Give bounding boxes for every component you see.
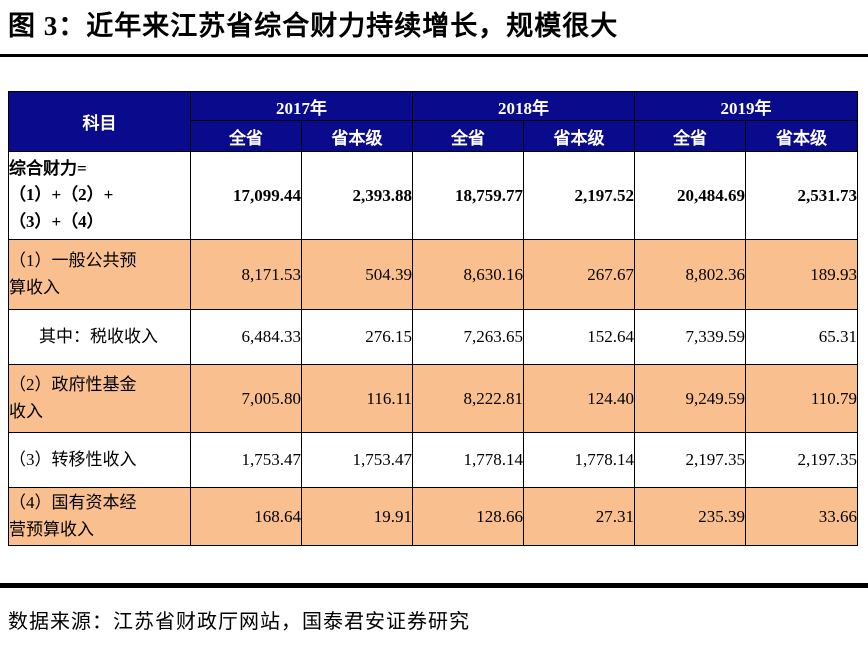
subheader-provincial-level-2018: 省本级	[523, 120, 635, 153]
value-cell: 33.66	[745, 487, 858, 547]
page-title: 图 3：近年来江苏省综合财力持续增长，规模很大	[8, 11, 619, 41]
title-divider	[0, 54, 868, 58]
value-cell: 504.39	[301, 239, 413, 311]
value-cell: 65.31	[745, 309, 858, 366]
value-cell: 1,778.14	[412, 432, 524, 489]
value-cell: 8,802.36	[634, 239, 746, 311]
value-cell: 19.91	[301, 487, 413, 547]
value-cell: 1,753.47	[301, 432, 413, 489]
row-label: 其中：税收收入	[8, 309, 191, 366]
corner-header: 科目	[8, 91, 191, 153]
value-cell: 2,531.73	[745, 151, 858, 241]
table-row-state-capital-budget: （4）国有资本经 营预算收入 168.64 19.91 128.66 27.31…	[8, 487, 858, 547]
table-row-tax-revenue: 其中：税收收入 6,484.33 276.15 7,263.65 152.64 …	[8, 309, 858, 366]
subheader-provincial-level-2017: 省本级	[301, 120, 413, 153]
value-cell: 110.79	[745, 364, 858, 434]
row-label: （3）转移性收入	[8, 432, 191, 489]
value-cell: 235.39	[634, 487, 746, 547]
year-header-2019: 2019年	[634, 91, 858, 122]
value-cell: 152.64	[523, 309, 635, 366]
value-cell: 267.67	[523, 239, 635, 311]
value-cell: 18,759.77	[412, 151, 524, 241]
table-row-transfer-income: （3）转移性收入 1,753.47 1,753.47 1,778.14 1,77…	[8, 432, 858, 489]
subheader-provincial-level-2019: 省本级	[745, 120, 858, 153]
value-cell: 20,484.69	[634, 151, 746, 241]
value-cell: 168.64	[190, 487, 302, 547]
value-cell: 2,197.52	[523, 151, 635, 241]
value-cell: 276.15	[301, 309, 413, 366]
value-cell: 1,753.47	[190, 432, 302, 489]
row-label: 综合财力= （1）+（2）+ （3）+（4）	[8, 151, 191, 241]
table-header-scopes: 全省 省本级 全省 省本级 全省 省本级	[9, 120, 858, 153]
value-cell: 124.40	[523, 364, 635, 434]
subheader-province-2018: 全省	[412, 120, 524, 153]
value-cell: 8,630.16	[412, 239, 524, 311]
value-cell: 2,197.35	[745, 432, 858, 489]
subheader-province-2017: 全省	[190, 120, 302, 153]
row-label: （2）政府性基金 收入	[8, 364, 191, 434]
value-cell: 116.11	[301, 364, 413, 434]
value-cell: 7,339.59	[634, 309, 746, 366]
source-note: 数据来源：江苏省财政厅网站，国泰君安证券研究	[8, 611, 470, 634]
subheader-province-2019: 全省	[634, 120, 746, 153]
value-cell: 7,263.65	[412, 309, 524, 366]
year-header-2018: 2018年	[412, 91, 635, 122]
table-row-general-public-budget: （1）一般公共预 算收入 8,171.53 504.39 8,630.16 26…	[8, 239, 858, 311]
row-label: （1）一般公共预 算收入	[8, 239, 191, 311]
table-row-total: 综合财力= （1）+（2）+ （3）+（4） 17,099.44 2,393.8…	[8, 151, 858, 241]
value-cell: 6,484.33	[190, 309, 302, 366]
year-header-2017: 2017年	[190, 91, 413, 122]
value-cell: 8,222.81	[412, 364, 524, 434]
value-cell: 2,197.35	[634, 432, 746, 489]
value-cell: 8,171.53	[190, 239, 302, 311]
row-label: （4）国有资本经 营预算收入	[8, 487, 191, 547]
value-cell: 189.93	[745, 239, 858, 311]
value-cell: 27.31	[523, 487, 635, 547]
table-header-years: 科目 2017年 2018年 2019年	[8, 91, 858, 153]
bottom-divider	[0, 583, 868, 589]
value-cell: 1,778.14	[523, 432, 635, 489]
value-cell: 128.66	[412, 487, 524, 547]
value-cell: 2,393.88	[301, 151, 413, 241]
finance-table: 科目 2017年 2018年 2019年 全省 省本级 全省 省本级 全省 省本…	[8, 91, 858, 547]
table-row-government-funds: （2）政府性基金 收入 7,005.80 116.11 8,222.81 124…	[8, 364, 858, 434]
value-cell: 17,099.44	[190, 151, 302, 241]
value-cell: 7,005.80	[190, 364, 302, 434]
value-cell: 9,249.59	[634, 364, 746, 434]
